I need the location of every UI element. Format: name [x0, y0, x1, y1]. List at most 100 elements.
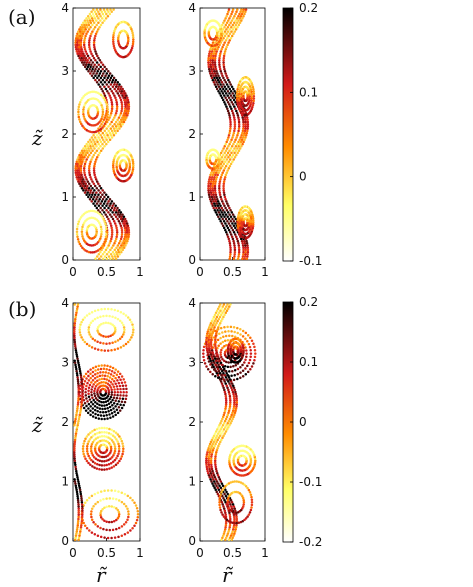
data-point	[101, 253, 105, 256]
data-point	[109, 208, 112, 212]
data-point	[247, 488, 251, 492]
data-point	[79, 244, 83, 248]
data-point	[225, 140, 228, 144]
data-point	[237, 248, 241, 252]
data-point	[98, 378, 101, 381]
data-point	[210, 438, 214, 442]
data-point	[118, 459, 121, 463]
data-point	[112, 134, 116, 137]
data-point	[105, 414, 108, 417]
data-point	[228, 255, 232, 258]
data-point	[210, 202, 214, 205]
data-point	[216, 83, 219, 86]
data-point	[235, 94, 239, 98]
data-point	[128, 318, 132, 321]
data-point	[76, 303, 80, 306]
data-point	[218, 202, 221, 205]
data-point	[224, 23, 228, 27]
data-point	[99, 235, 103, 238]
data-point	[221, 149, 224, 152]
data-point	[96, 458, 100, 462]
data-point	[208, 476, 211, 479]
data-point	[90, 515, 93, 519]
data-point	[106, 202, 109, 205]
data-point	[231, 530, 234, 533]
data-point	[120, 226, 123, 230]
data-point	[81, 214, 84, 217]
data-point	[89, 14, 93, 18]
data-point	[88, 142, 91, 146]
data-point	[80, 56, 84, 60]
data-point	[105, 197, 108, 201]
data-point	[121, 217, 125, 221]
data-point	[111, 250, 115, 254]
data-point	[209, 191, 213, 194]
data-point	[203, 362, 207, 365]
data-point	[249, 355, 252, 359]
data-point	[226, 220, 229, 223]
data-point	[125, 233, 129, 236]
data-point	[97, 417, 101, 420]
data-point	[93, 136, 97, 139]
data-point	[73, 457, 76, 460]
data-point	[73, 424, 76, 427]
data-point	[225, 28, 228, 31]
ylabel-b: z̃	[31, 413, 43, 437]
data-point	[135, 518, 139, 522]
data-point	[93, 466, 96, 469]
data-point	[217, 369, 221, 373]
data-point	[222, 413, 226, 417]
data-point	[113, 388, 116, 391]
data-point	[221, 365, 225, 369]
data-point	[73, 330, 76, 333]
data-point	[205, 455, 208, 458]
data-point	[73, 459, 77, 462]
data-point	[252, 342, 255, 345]
data-point	[126, 507, 129, 511]
data-point	[97, 63, 101, 66]
data-point	[238, 147, 242, 150]
data-point	[251, 222, 255, 226]
data-point	[106, 105, 109, 109]
data-point	[211, 56, 215, 60]
data-point	[111, 38, 115, 41]
data-point	[242, 122, 245, 126]
data-point	[230, 505, 233, 508]
data-point	[83, 401, 87, 405]
data-point	[124, 314, 128, 317]
data-point	[212, 74, 215, 77]
data-point	[82, 56, 86, 60]
data-point	[94, 50, 97, 53]
data-point	[106, 113, 109, 116]
data-point	[214, 200, 218, 203]
data-point	[100, 87, 103, 91]
data-point	[87, 189, 90, 192]
data-point	[223, 78, 226, 82]
data-point	[235, 10, 238, 14]
data-point	[104, 120, 108, 123]
data-point	[86, 30, 89, 33]
data-point	[217, 317, 221, 321]
data-point	[123, 220, 126, 223]
data-point	[231, 23, 235, 27]
data-point	[248, 94, 251, 98]
data-point	[79, 98, 83, 102]
data-point	[85, 459, 89, 463]
data-point	[219, 94, 223, 97]
data-point	[215, 39, 218, 42]
data-point	[95, 180, 99, 183]
y-tick-label: 3	[61, 64, 69, 78]
data-point	[82, 108, 85, 111]
data-point	[110, 109, 114, 113]
data-point	[111, 497, 115, 500]
data-point	[217, 357, 221, 360]
data-point	[246, 253, 249, 256]
data-point	[229, 365, 232, 369]
data-point	[243, 242, 247, 245]
data-point	[97, 74, 101, 77]
data-point	[88, 529, 91, 532]
data-point	[90, 346, 94, 349]
data-point	[114, 316, 117, 320]
data-point	[80, 384, 84, 387]
